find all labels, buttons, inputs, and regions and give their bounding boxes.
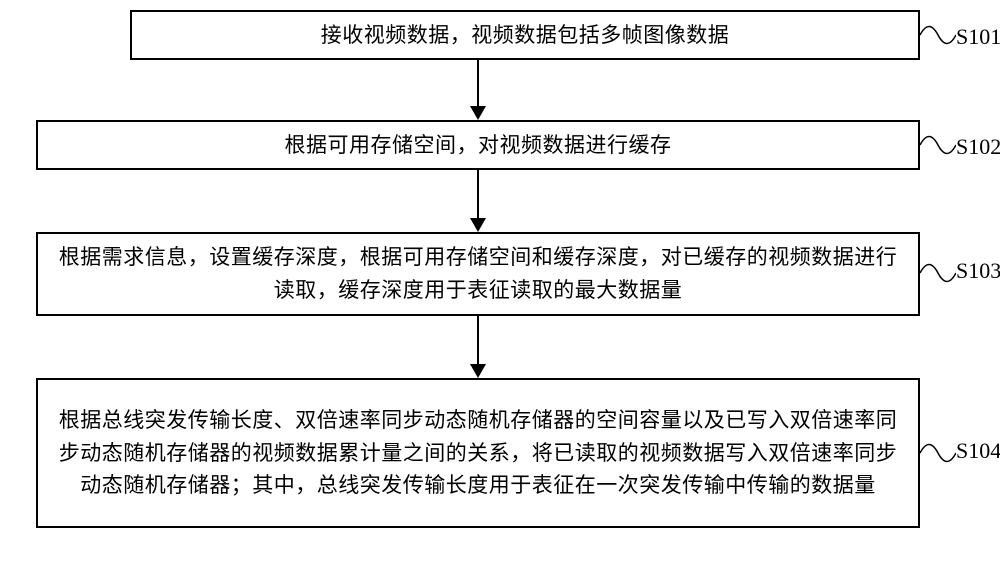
step-text: 根据总线突发传输长度、双倍速率同步动态随机存储器的空间容量以及已写入双倍速率同步… <box>58 404 898 502</box>
connector-curve-1 <box>920 22 956 48</box>
step-label-4: S104 <box>956 438 1000 464</box>
flowchart-step-4: 根据总线突发传输长度、双倍速率同步动态随机存储器的空间容量以及已写入双倍速率同步… <box>36 378 920 528</box>
arrow-head-3 <box>470 364 486 378</box>
flowchart-step-2: 根据可用存储空间，对视频数据进行缓存 <box>36 120 920 170</box>
arrow-head-1 <box>470 106 486 120</box>
step-label-1: S101 <box>956 24 1000 50</box>
step-label-3: S103 <box>956 258 1000 284</box>
connector-curve-3 <box>920 260 956 286</box>
arrow-line-2 <box>477 170 479 218</box>
arrow-line-3 <box>477 316 479 364</box>
step-text: 根据需求信息，设置缓存深度，根据可用存储空间和缓存深度，对已缓存的视频数据进行读… <box>58 241 898 306</box>
connector-curve-2 <box>920 132 956 158</box>
connector-curve-4 <box>920 440 956 466</box>
step-text: 根据可用存储空间，对视频数据进行缓存 <box>285 129 672 162</box>
step-text: 接收视频数据，视频数据包括多帧图像数据 <box>321 19 730 52</box>
flowchart-step-3: 根据需求信息，设置缓存深度，根据可用存储空间和缓存深度，对已缓存的视频数据进行读… <box>36 232 920 316</box>
step-label-2: S102 <box>956 134 1000 160</box>
arrow-line-1 <box>477 60 479 106</box>
arrow-head-2 <box>470 218 486 232</box>
flowchart-step-1: 接收视频数据，视频数据包括多帧图像数据 <box>130 10 920 60</box>
